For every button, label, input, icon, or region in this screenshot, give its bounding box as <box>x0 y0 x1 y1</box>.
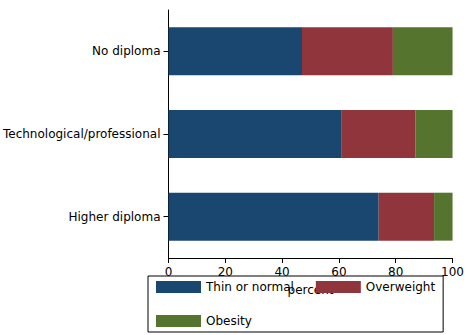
svg-text:Overweight: Overweight <box>366 280 436 294</box>
svg-text:20: 20 <box>217 265 233 279</box>
svg-text:80: 80 <box>388 265 404 279</box>
svg-text:Technological/professional: Technological/professional <box>2 127 161 141</box>
svg-text:Higher diploma: Higher diploma <box>68 210 160 224</box>
svg-text:60: 60 <box>331 265 347 279</box>
svg-text:40: 40 <box>274 265 290 279</box>
svg-text:0: 0 <box>164 265 173 279</box>
svg-text:Thin or normal: Thin or normal <box>205 280 294 294</box>
svg-text:100: 100 <box>441 265 464 279</box>
svg-text:Obesity: Obesity <box>206 314 252 328</box>
svg-text:No diploma: No diploma <box>92 44 160 58</box>
